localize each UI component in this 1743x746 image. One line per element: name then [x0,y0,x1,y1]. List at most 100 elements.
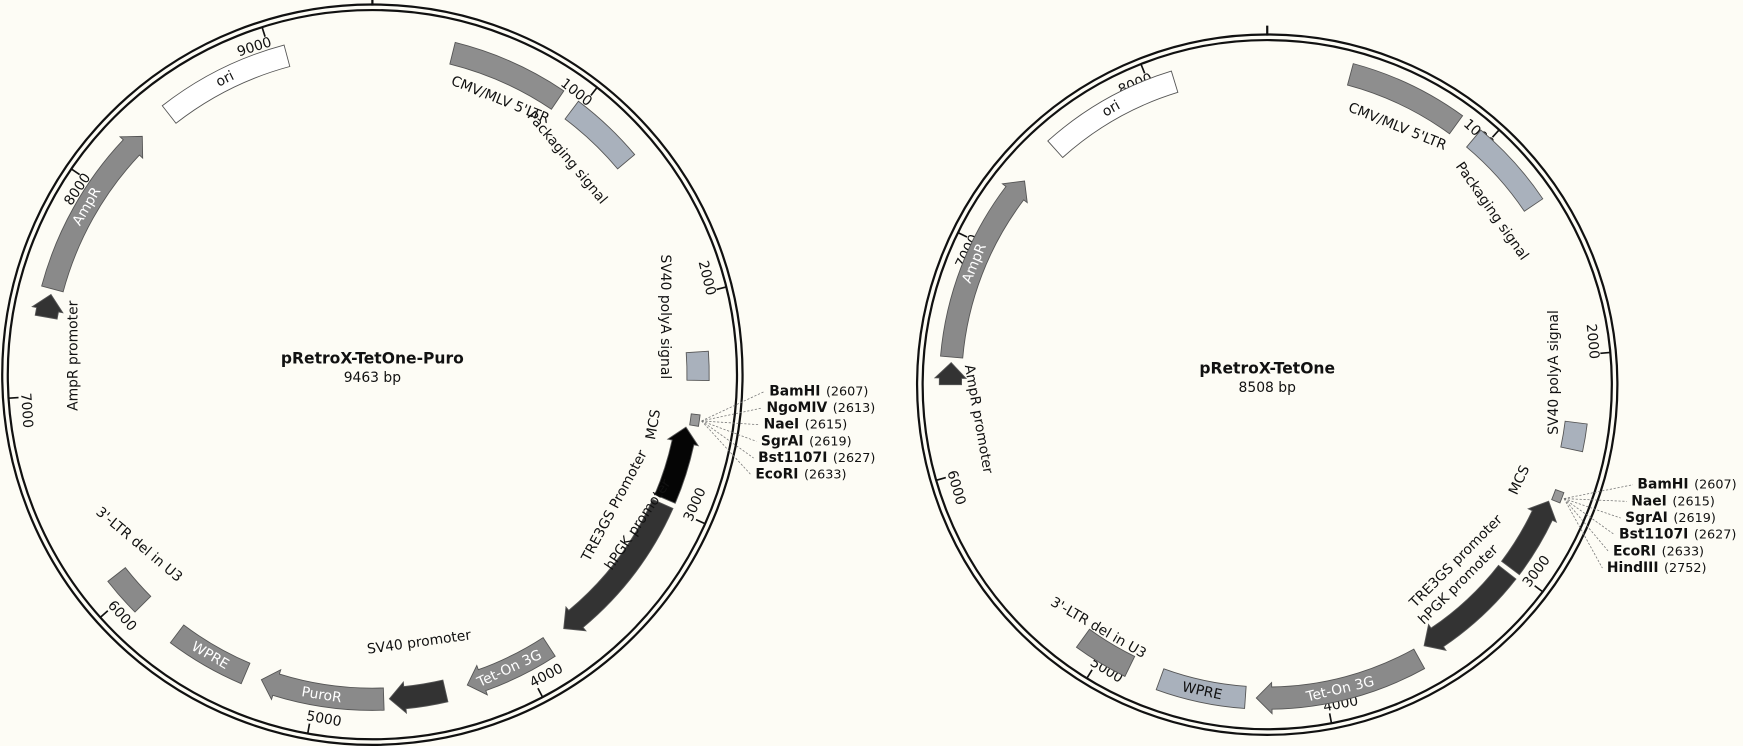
feature [1075,628,1136,678]
restriction-site: Bst1107I (2627) [758,450,875,466]
site-position: (2627) [1694,527,1736,542]
tick-mark [261,26,266,37]
feature [466,636,556,696]
site-position: (2752) [1664,561,1706,576]
map-size: 9463 bp [344,370,402,386]
feature-label: ori [213,68,236,90]
site-leader [1563,484,1634,499]
feature [41,135,144,293]
feature [1560,420,1588,453]
site-position: (2607) [1694,477,1736,492]
feature-label: AmpR promoter [65,300,81,411]
tick-label: 2000 [1583,323,1602,360]
site-position: (2613) [833,401,875,416]
restriction-site: BamHI (2607) [769,383,868,399]
restriction-site: EcoRI (2633) [755,467,846,483]
tick-label: 5000 [305,708,343,730]
site-leader [1563,498,1621,519]
feature [260,668,385,711]
feature [388,679,449,715]
tick-mark [537,687,544,698]
site-leader [701,420,752,475]
feature-label: ori [1099,98,1123,121]
map-title: pRetroX-TetOne-Puro [281,350,464,368]
feature-label: SV40 polyA signal [657,255,673,380]
tick-mark [590,87,598,96]
enzyme-name: NgoMIV [766,400,827,416]
site-position: (2633) [1662,544,1704,559]
site-position: (2615) [805,417,847,432]
enzyme-name: EcoRI [755,467,798,483]
site-leader [701,407,763,422]
tick-mark [1140,63,1146,74]
restriction-site: NaeI (2615) [1631,493,1715,509]
map-size: 8508 bp [1239,380,1297,396]
tick-mark [935,476,947,482]
enzyme-name: NaeI [1631,493,1667,509]
feature [1423,564,1517,651]
restriction-site: SgrAI (2619) [1625,510,1716,526]
restriction-site: SgrAI (2619) [761,433,852,449]
tick-label: 7000 [17,392,35,428]
site-position: (2619) [1673,511,1715,526]
feature [1155,668,1247,709]
tick-mark [957,231,968,238]
site-leader [1563,498,1603,569]
backbone-inner [6,8,739,741]
feature [563,498,674,632]
tick-mark [99,610,109,619]
feature [689,413,701,427]
enzyme-name: BamHI [1637,477,1688,493]
feature [654,426,700,504]
restriction-site: EcoRI (2633) [1613,543,1704,559]
tick-mark [1328,713,1333,724]
restriction-site: HindIII (2752) [1607,560,1707,576]
restriction-site: NaeI (2615) [764,417,848,433]
site-position: (2627) [833,451,875,466]
feature [449,41,565,110]
tick-mark [716,286,727,291]
site-position: (2633) [804,467,846,482]
tick-mark [70,168,81,176]
feature [169,624,251,685]
site-leader [1563,498,1615,536]
feature [161,44,291,124]
tick-mark [8,396,19,400]
site-leader [701,420,760,426]
site-position: (2615) [1672,494,1714,509]
feature-label: PuroR [300,684,343,706]
enzyme-name: BamHI [769,383,820,399]
enzyme-name: Bst1107I [1619,527,1688,543]
tick-mark [695,518,706,525]
tick-mark [1534,585,1544,593]
feature-label: MCS [643,408,664,441]
feature [564,100,636,170]
feature [1346,63,1464,135]
enzyme-name: Bst1107I [758,450,827,466]
site-position: (2607) [826,384,868,399]
feature [1255,648,1426,715]
enzyme-name: SgrAI [1625,510,1668,526]
site-leader [1564,498,1627,502]
feature [933,361,968,386]
feature [1551,489,1565,504]
enzyme-name: SgrAI [761,433,804,449]
site-position: (2619) [809,434,851,449]
map-title: pRetroX-TetOne [1199,360,1335,378]
tick-mark [1600,351,1611,355]
feature-label: SV40 polyA signal [1546,310,1562,435]
feature [31,293,64,320]
restriction-site: NgoMIV (2613) [766,400,875,416]
tick-mark [1086,669,1093,679]
enzyme-name: NaeI [764,417,800,433]
feature [1465,129,1544,212]
site-leader [701,420,754,459]
enzyme-name: HindIII [1607,560,1659,576]
feature [685,350,710,382]
feature [107,567,152,613]
enzyme-name: EcoRI [1613,543,1656,559]
site-leader [701,420,757,442]
backbone-inner [921,38,1613,731]
